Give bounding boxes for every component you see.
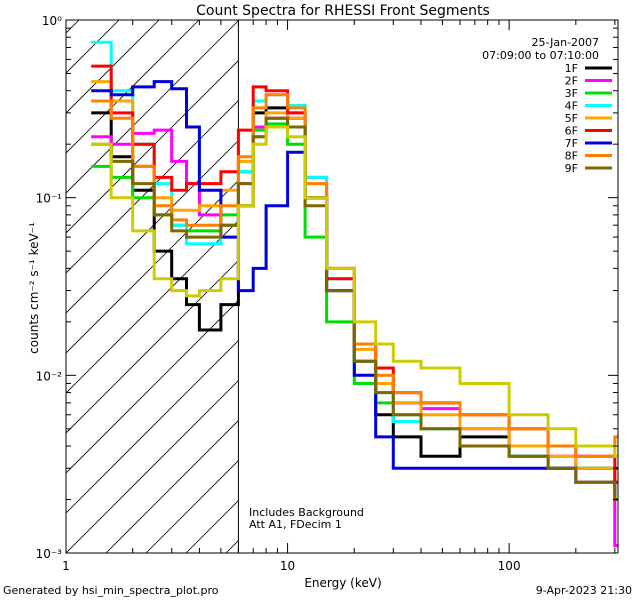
x-axis-label: Energy (keV) bbox=[304, 576, 381, 590]
footer-generated-by: Generated by hsi_min_spectra_plot.pro bbox=[3, 584, 219, 597]
axis-ticks bbox=[65, 19, 618, 554]
hatch-line bbox=[66, 20, 240, 194]
series-line-extra bbox=[91, 125, 618, 458]
chart-title: Count Spectra for RHESSI Front Segments bbox=[196, 3, 490, 19]
hatch-line bbox=[66, 20, 160, 114]
y-tick-label: 10⁻² bbox=[36, 369, 63, 383]
series-line-8F bbox=[91, 93, 618, 458]
series-group bbox=[91, 40, 618, 548]
legend-label-6F: 6F bbox=[565, 125, 578, 138]
legend-label-1F: 1F bbox=[565, 62, 578, 75]
x-tick-labels: 1 10 100 bbox=[62, 559, 520, 573]
time-range-label: 07:09:00 to 07:10:00 bbox=[482, 49, 599, 62]
y-axis-label: counts cm⁻² s⁻¹ keV⁻¹ bbox=[27, 222, 41, 354]
series-line-9F bbox=[91, 116, 618, 501]
legend-label-7F: 7F bbox=[565, 137, 578, 150]
date-label: 25-Jan-2007 bbox=[532, 36, 600, 49]
x-tick-label: 100 bbox=[498, 559, 521, 573]
footer-timestamp: 9-Apr-2023 21:30 bbox=[536, 584, 632, 597]
y-tick-labels: 10⁰ 10⁻¹ 10⁻² 10⁻³ bbox=[36, 14, 63, 561]
y-tick-label: 10⁻¹ bbox=[36, 192, 63, 206]
x-tick-label: 1 bbox=[62, 559, 70, 573]
hatch-line bbox=[66, 20, 280, 234]
legend-label-8F: 8F bbox=[565, 150, 578, 163]
legend-label-4F: 4F bbox=[565, 100, 578, 113]
annotation-attenuator: Att A1, FDecim 1 bbox=[249, 518, 342, 531]
legend-label-2F: 2F bbox=[565, 75, 578, 88]
annotation-background: Includes Background bbox=[249, 506, 364, 519]
y-tick-label: 10⁻³ bbox=[36, 547, 63, 561]
hatch-mask bbox=[238, 20, 618, 553]
legend-label-3F: 3F bbox=[565, 87, 578, 100]
hatch-line bbox=[66, 20, 320, 274]
plot-frame bbox=[65, 19, 619, 554]
series-line-7F bbox=[91, 80, 618, 501]
x-tick-label: 10 bbox=[280, 559, 295, 573]
legend-label-9F: 9F bbox=[565, 162, 578, 175]
y-tick-label: 10⁰ bbox=[42, 14, 62, 28]
legend-label-5F: 5F bbox=[565, 112, 578, 125]
